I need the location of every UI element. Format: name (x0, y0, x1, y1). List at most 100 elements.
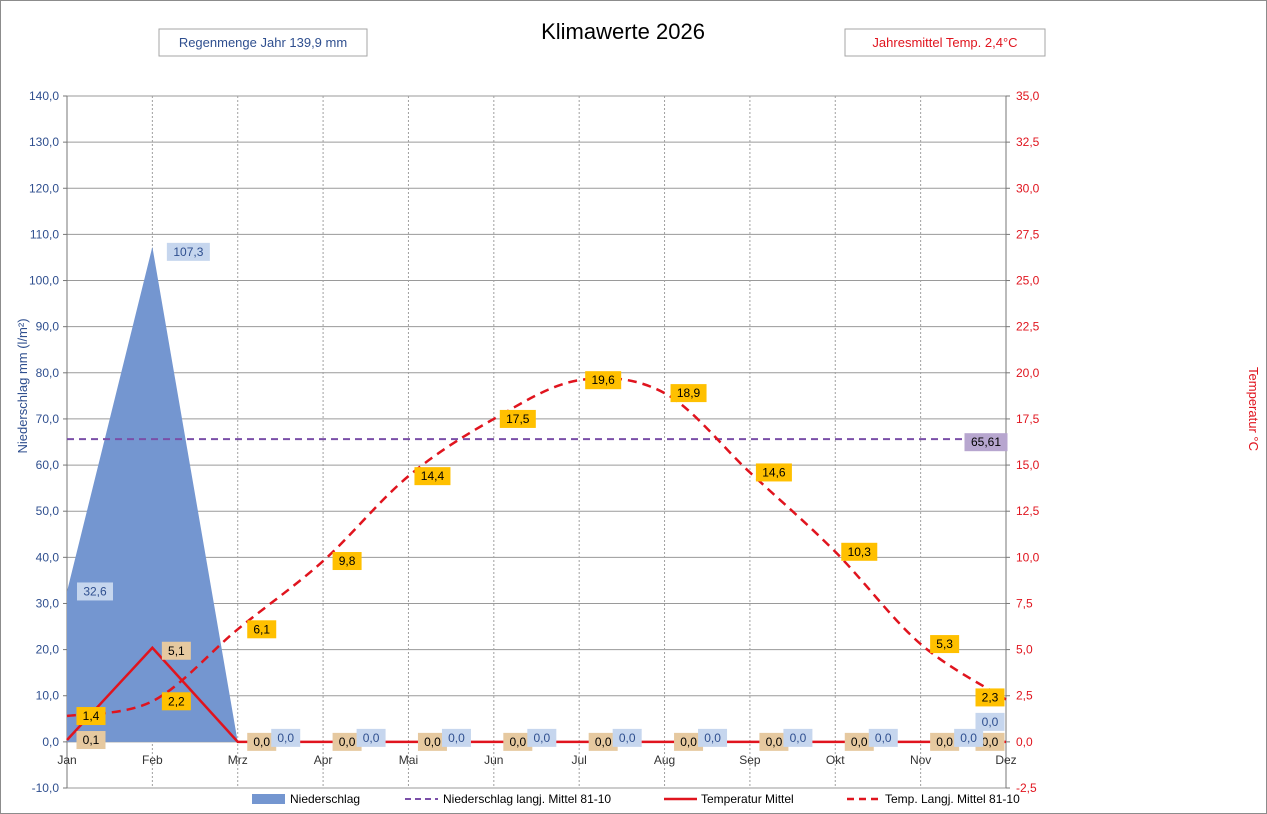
temperature-label: 0,0 (424, 735, 441, 749)
temp-mean-label: 1,4 (83, 709, 100, 723)
temperature-label: 0,0 (595, 735, 612, 749)
temperature-label: 0,0 (982, 735, 999, 749)
y-tick-label-left: 110,0 (30, 227, 59, 241)
precip-label: 0,0 (619, 731, 636, 745)
precip-label-bg (975, 712, 1005, 731)
precip-label-bg (356, 728, 386, 747)
y-tick-label-left: 130,0 (29, 135, 59, 149)
temperature-label-bg (674, 732, 704, 751)
y-tick-label-left: 70,0 (36, 412, 60, 426)
axis-ticks: -10,0 -2,5 0,0 0,0 10,0 2,5 20,0 5,0 30,0 7,5 40,0… (29, 89, 1040, 795)
temperature-label-bg (76, 731, 106, 750)
temperature-label: 0,0 (339, 735, 356, 749)
y-tick-label-left: 120,0 (29, 181, 59, 195)
y-tick-label-right: 20,0 (1016, 366, 1040, 380)
temperature-label: 0,0 (253, 735, 270, 749)
y-tick-label-right: 25,0 (1016, 274, 1040, 288)
precip-mean-label-bg (964, 433, 1008, 452)
y-tick-label-left: 80,0 (36, 366, 60, 380)
y-tick-label-right: 17,5 (1016, 412, 1040, 426)
y-tick-label-right: 32,5 (1016, 135, 1040, 149)
temp-mean-label-bg (585, 371, 622, 390)
legend-swatch-niederschlag (252, 794, 285, 804)
precip-label-bg (954, 728, 984, 747)
precip-label-bg (527, 728, 557, 747)
temperature-label: 0,0 (766, 735, 783, 749)
temperature-label-bg (161, 641, 191, 660)
x-tick-label: Jun (484, 753, 503, 767)
precip-label-bg (698, 728, 728, 747)
y-tick-label-right: 0,0 (1016, 735, 1033, 749)
x-tick-label: Nov (910, 753, 931, 767)
data-labels: 1,4 2,2 6,1 9,8 14,4 17,5 19,6 18,9 14,6 10,3 5,3 2… (76, 242, 1008, 751)
precip-label-bg (612, 728, 642, 747)
temperature-label: 5,1 (168, 644, 185, 658)
y-tick-label-right: 30,0 (1016, 181, 1040, 195)
x-tick-label: Okt (826, 753, 845, 767)
legend: Niederschlag Niederschlag langj. Mittel … (252, 792, 1020, 806)
info-temp-text: Jahresmittel Temp. 2,4°C (872, 35, 1017, 50)
y-tick-label-left: 40,0 (36, 550, 60, 564)
temp-mean-label-bg (247, 620, 277, 639)
precip-area (67, 246, 1006, 742)
temp-mean-label-bg (930, 635, 960, 654)
temperature-mean-line (66, 376, 1007, 718)
temp-mean-label: 17,5 (506, 412, 530, 426)
temp-mean-label-bg (499, 409, 536, 428)
chart-title: Klimawerte 2026 (541, 19, 705, 44)
temp-mean-label: 18,9 (677, 386, 701, 400)
info-box-temp (844, 28, 1046, 57)
temp-mean-label: 2,3 (982, 690, 999, 704)
y-tick-label-left: 20,0 (36, 643, 60, 657)
temperature-label-bg (503, 732, 533, 751)
x-tick-label: Sep (739, 753, 761, 767)
x-tick-label: Mai (399, 753, 418, 767)
temperature-label-bg (332, 732, 362, 751)
temp-mean-label: 10,3 (848, 545, 872, 559)
temperature-label-bg (588, 732, 618, 751)
series (66, 246, 1007, 744)
temperature-label-bg (930, 732, 960, 751)
precip-label: 0,0 (533, 731, 550, 745)
temperature-label: 0,0 (936, 735, 953, 749)
temp-mean-label-bg (76, 707, 106, 726)
temp-mean-label-bg (332, 552, 362, 571)
info-rain-text: Regenmenge Jahr 139,9 mm (179, 35, 347, 50)
temperature-label-bg (844, 732, 874, 751)
x-tick-label: Mrz (228, 753, 248, 767)
precip-mean-label: 65,61 (971, 435, 1001, 449)
temp-mean-label: 14,6 (762, 465, 786, 479)
legend-label-temp-mittel: Temp. Langj. Mittel 81-10 (885, 792, 1020, 806)
precip-label-bg (166, 242, 210, 261)
y-tick-label-left: 0,0 (42, 735, 59, 749)
y-tick-label-left: 100,0 (29, 274, 59, 288)
legend-label-niederschlag-mittel: Niederschlag langj. Mittel 81-10 (443, 792, 611, 806)
precip-label: 0,0 (448, 731, 465, 745)
y-tick-label-right: 15,0 (1016, 458, 1040, 472)
precip-label-bg (271, 728, 301, 747)
legend-label-niederschlag: Niederschlag (290, 792, 360, 806)
y-tick-label-left: 50,0 (36, 504, 60, 518)
y-axis-title-left: Niederschlag mm (l/m²) (15, 318, 30, 453)
temp-mean-label: 14,4 (421, 469, 445, 483)
temp-mean-label: 5,3 (936, 637, 953, 651)
x-tick-label: Feb (142, 753, 163, 767)
precip-label: 107,3 (173, 245, 203, 259)
x-tick-label: Jan (57, 753, 76, 767)
y-tick-label-left: 30,0 (36, 596, 60, 610)
y-axis-title-right: Temperatur °C (1246, 367, 1261, 451)
temp-mean-label-bg (670, 384, 707, 403)
legend-label-temperatur: Temperatur Mittel (701, 792, 794, 806)
precip-label: 32,6 (83, 584, 107, 598)
y-tick-label-right: 35,0 (1016, 89, 1040, 103)
precip-label-bg (441, 728, 471, 747)
precip-label: 0,0 (982, 715, 999, 729)
y-tick-label-left: 10,0 (36, 689, 60, 703)
precip-label-bg (783, 728, 813, 747)
y-tick-label-left: -10,0 (32, 781, 60, 795)
precip-label: 0,0 (363, 731, 380, 745)
temperature-label-bg (247, 732, 277, 751)
x-tick-label: Aug (654, 753, 675, 767)
precip-label: 0,0 (790, 731, 807, 745)
